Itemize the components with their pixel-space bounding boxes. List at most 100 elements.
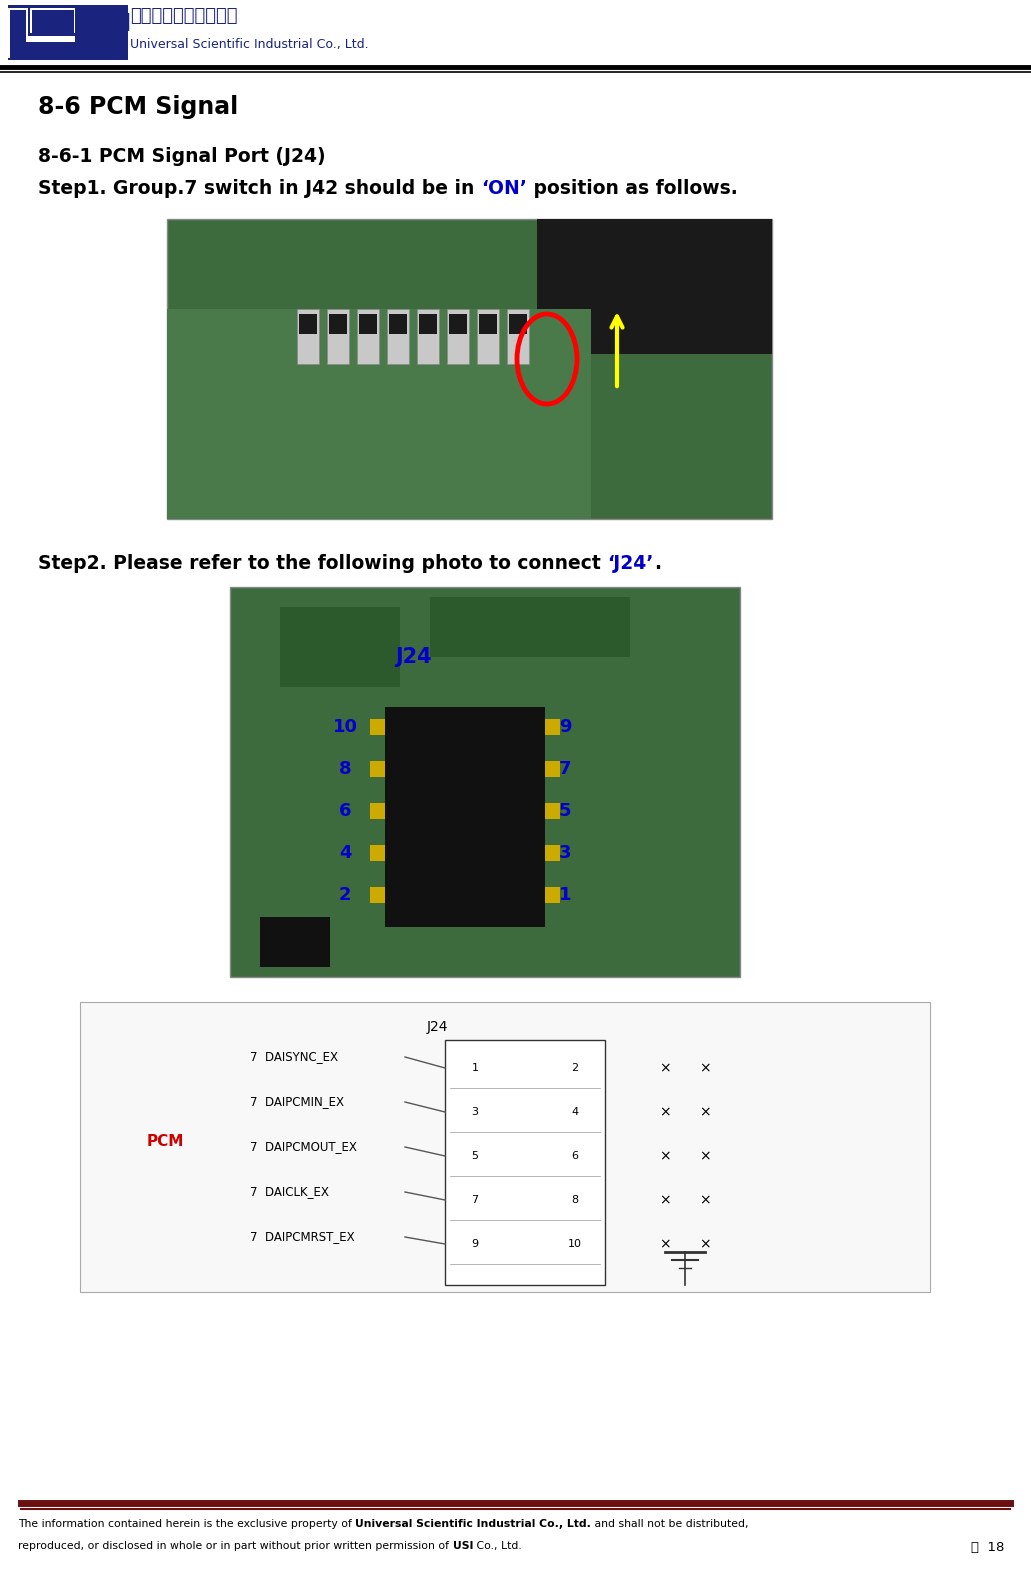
Text: 8-6-1 PCM Signal Port (J24): 8-6-1 PCM Signal Port (J24) — [38, 147, 326, 166]
Bar — [545, 845, 560, 861]
Text: 6: 6 — [571, 1151, 578, 1160]
Bar — [509, 313, 527, 334]
Text: ×: × — [659, 1194, 671, 1206]
Text: ×: × — [659, 1061, 671, 1075]
Bar — [385, 708, 545, 928]
Text: 8: 8 — [571, 1195, 578, 1205]
Text: 7  DAICLK_EX: 7 DAICLK_EX — [250, 1186, 329, 1198]
Text: and shall not be distributed,: and shall not be distributed, — [591, 1520, 749, 1529]
Bar — [80, 1002, 930, 1292]
Text: 1: 1 — [559, 886, 571, 904]
Bar — [545, 886, 560, 902]
Bar — [32, 9, 74, 33]
Text: Co., Ltd.: Co., Ltd. — [473, 1540, 522, 1551]
Bar — [445, 1040, 605, 1285]
Text: J24: J24 — [426, 1019, 447, 1034]
Text: 8-6 PCM Signal: 8-6 PCM Signal — [38, 95, 238, 119]
Bar — [507, 309, 529, 364]
Bar — [10, 43, 120, 59]
Text: ×: × — [659, 1105, 671, 1119]
Text: 5: 5 — [559, 803, 571, 820]
Bar — [10, 9, 26, 52]
Bar — [370, 845, 385, 861]
Text: 7  DAIPCMIN_EX: 7 DAIPCMIN_EX — [250, 1095, 344, 1108]
Bar — [370, 803, 385, 818]
Bar — [30, 8, 75, 33]
Bar — [387, 309, 409, 364]
Text: Step2. Please refer to the following photo to connect: Step2. Please refer to the following pho… — [38, 554, 607, 573]
Bar — [359, 313, 377, 334]
Text: 4: 4 — [571, 1107, 578, 1118]
Text: 9: 9 — [559, 719, 571, 736]
Bar — [167, 218, 772, 519]
Text: 9: 9 — [471, 1239, 478, 1249]
Text: Step1. Group.7 switch in J42 should be in: Step1. Group.7 switch in J42 should be i… — [38, 179, 480, 198]
Bar — [299, 313, 317, 334]
Bar — [447, 309, 469, 364]
Text: ‘ON’: ‘ON’ — [480, 179, 527, 198]
Text: USI: USI — [85, 13, 133, 36]
Text: ×: × — [699, 1149, 710, 1164]
Text: ×: × — [699, 1061, 710, 1075]
Text: ×: × — [699, 1236, 710, 1251]
Bar — [477, 309, 499, 364]
Text: 環隆電氣股份有限公司: 環隆電氣股份有限公司 — [130, 6, 237, 25]
Text: 3: 3 — [471, 1107, 478, 1118]
Bar — [537, 218, 772, 355]
Polygon shape — [75, 9, 120, 55]
Text: reproduced, or disclosed in whole or in part without prior written permission of: reproduced, or disclosed in whole or in … — [18, 1540, 453, 1551]
Text: 5: 5 — [471, 1151, 478, 1160]
Text: 7  DAIPCMRST_EX: 7 DAIPCMRST_EX — [250, 1230, 355, 1244]
Text: ×: × — [659, 1149, 671, 1164]
Text: 7: 7 — [559, 760, 571, 777]
Text: 7: 7 — [471, 1195, 478, 1205]
Text: 8: 8 — [339, 760, 352, 777]
Bar — [430, 597, 630, 657]
Text: 2: 2 — [571, 1064, 578, 1073]
Text: PCM: PCM — [146, 1133, 184, 1149]
Text: 2: 2 — [339, 886, 352, 904]
Text: 4: 4 — [339, 844, 352, 863]
Text: The information contained herein is the exclusive property of: The information contained herein is the … — [18, 1520, 356, 1529]
Bar — [280, 606, 400, 687]
Text: 6: 6 — [339, 803, 352, 820]
Text: ×: × — [659, 1236, 671, 1251]
Bar — [327, 309, 350, 364]
Text: 3: 3 — [559, 844, 571, 863]
Text: 7  DAIPCMOUT_EX: 7 DAIPCMOUT_EX — [250, 1140, 357, 1154]
Bar — [370, 761, 385, 777]
Bar — [389, 313, 407, 334]
Bar — [8, 8, 28, 57]
Text: 7  DAISYNC_EX: 7 DAISYNC_EX — [250, 1051, 338, 1064]
Bar — [545, 803, 560, 818]
Bar — [8, 5, 128, 60]
Text: ×: × — [699, 1105, 710, 1119]
Text: Universal Scientific Industrial Co., Ltd.: Universal Scientific Industrial Co., Ltd… — [356, 1520, 591, 1529]
Bar — [370, 886, 385, 902]
Text: 1: 1 — [471, 1064, 478, 1073]
Text: position as follows.: position as follows. — [527, 179, 737, 198]
Bar — [230, 587, 740, 977]
Bar — [357, 309, 379, 364]
Bar — [479, 313, 497, 334]
Text: 10: 10 — [568, 1239, 583, 1249]
Bar — [329, 313, 347, 334]
Bar — [419, 313, 437, 334]
Bar — [545, 719, 560, 735]
Text: J24: J24 — [395, 647, 432, 666]
Bar — [8, 36, 106, 59]
Text: Universal Scientific Industrial Co., Ltd.: Universal Scientific Industrial Co., Ltd… — [130, 38, 369, 51]
Text: ×: × — [699, 1194, 710, 1206]
Bar — [417, 309, 439, 364]
Bar — [167, 309, 591, 519]
Bar — [545, 761, 560, 777]
Bar — [297, 309, 319, 364]
Text: 10: 10 — [333, 719, 358, 736]
Bar — [260, 917, 330, 967]
Text: 頁  18: 頁 18 — [971, 1540, 1004, 1555]
Text: .: . — [654, 554, 661, 573]
Text: ‘J24’: ‘J24’ — [607, 554, 654, 573]
Text: USI: USI — [453, 1540, 473, 1551]
Bar — [370, 719, 385, 735]
Bar — [448, 313, 467, 334]
